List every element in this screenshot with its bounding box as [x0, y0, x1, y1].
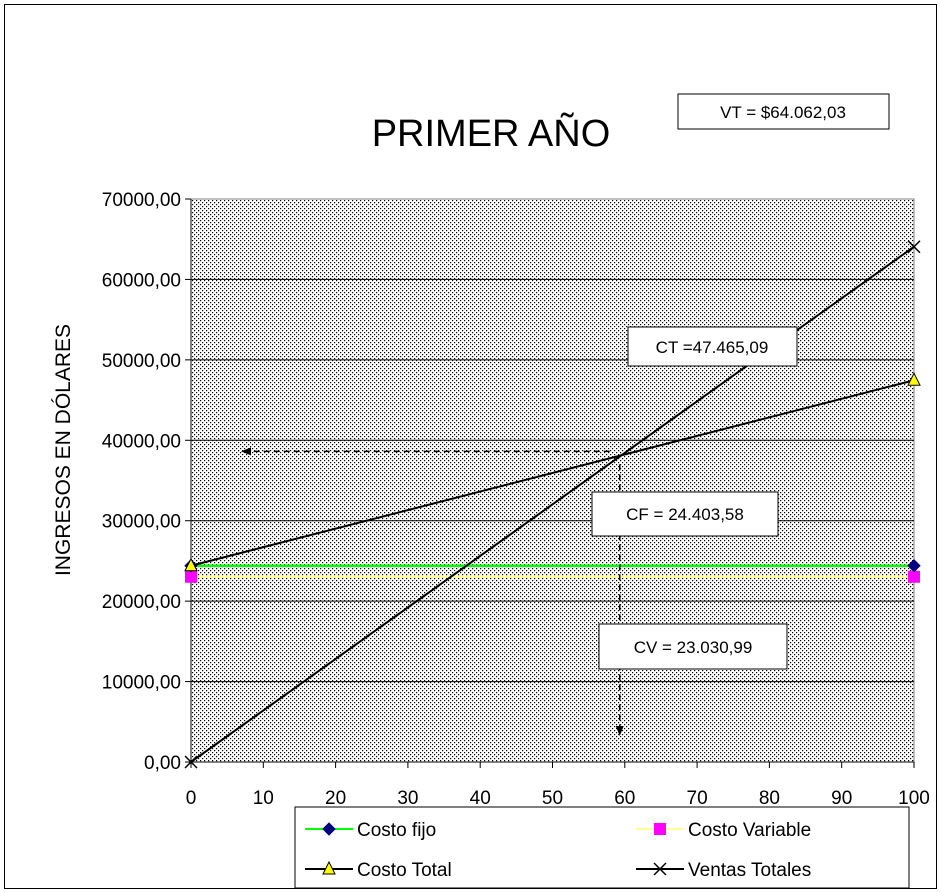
series-point-ventas-totales	[184, 755, 198, 769]
x-tick-label: 50	[542, 788, 563, 809]
legend-label-ventas-totales: Ventas Totales	[688, 860, 811, 881]
vt-label: VT = $64.062,03	[720, 103, 846, 122]
legend-label-costo-fijo: Costo fijo	[357, 820, 436, 841]
vt-annotation: VT = $64.062,03	[677, 93, 890, 130]
y-tick-label: 40000,00	[102, 431, 181, 452]
ct-annotation: CT =47.465,09	[627, 326, 798, 367]
legend-marker-ventas-totales	[653, 862, 667, 876]
legend-marker-costo-total	[322, 860, 336, 875]
x-tick-label: 30	[397, 788, 418, 809]
x-tick-label: 10	[253, 788, 274, 809]
series-layer	[184, 240, 921, 769]
y-tick-label: 50000,00	[102, 351, 181, 372]
series-point-ventas-totales	[907, 240, 921, 254]
legend-marker-costo-variable	[654, 823, 666, 835]
cf-annotation: CF = 24.403,58	[591, 491, 779, 537]
x-tick-label: 0	[186, 788, 197, 809]
legend-item-costo-total: Costo Total	[305, 860, 452, 881]
series-point-ventas-totales-stroke	[907, 240, 921, 254]
y-tick-label: 20000,00	[102, 592, 181, 613]
x-tick-label: 70	[687, 788, 708, 809]
legend-entries: Costo fijo Costo Variable Costo Total Venta…	[305, 820, 811, 881]
legend-item-ventas-totales: Ventas Totales	[636, 860, 811, 881]
legend-item-costo-variable: Costo Variable	[636, 820, 811, 841]
series-line-costo-total	[190, 379, 915, 567]
plot-area	[190, 198, 915, 763]
cv-annotation: CV = 23.030,99	[598, 623, 788, 670]
series-point-costo-total	[907, 372, 921, 386]
y-tick-label: 30000,00	[102, 512, 181, 533]
y-axis-label: INGRESOS EN DÓLARES	[52, 324, 75, 576]
series-point-ventas-totales-stroke	[184, 755, 198, 769]
y-axis-ticks: 0,00 10000,00 20000,00 30000,00 40000,00 5000…	[102, 190, 191, 774]
legend-label-costo-total: Costo Total	[357, 860, 452, 881]
cv-label: CV = 23.030,99	[634, 638, 753, 657]
x-tick-label: 20	[325, 788, 346, 809]
legend-item-costo-fijo: Costo fijo	[305, 820, 436, 841]
series-point-costo-variable	[908, 570, 920, 583]
x-tick-label: 60	[614, 788, 635, 809]
legend-label-costo-variable: Costo Variable	[688, 820, 811, 841]
legend-marker-costo-fijo	[322, 822, 336, 836]
legend-box	[294, 806, 910, 889]
series-point-costo-fijo	[907, 559, 921, 573]
x-tick-label: 40	[470, 788, 491, 809]
cf-label: CF = 24.403,58	[626, 505, 744, 524]
y-tick-label: 0,00	[144, 753, 181, 774]
series-point-costo-total	[184, 557, 198, 572]
x-tick-label: 100	[898, 788, 930, 809]
y-tick-label: 10000,00	[102, 673, 181, 694]
y-tick-label: 60000,00	[102, 270, 181, 291]
x-tick-label: 80	[759, 788, 780, 809]
x-tick-label: 90	[831, 788, 852, 809]
legend-marker-ventas-totales-stroke	[653, 862, 667, 876]
y-tick-label: 70000,00	[102, 190, 181, 211]
legend: Costo fijo Costo Variable Costo Total Venta…	[294, 806, 910, 889]
ct-label: CT =47.465,09	[656, 338, 769, 357]
series-point-costo-variable	[185, 570, 197, 583]
x-axis-ticks: 0 10 20 30 40 50 60 70 80 90 100	[186, 762, 930, 809]
chart-title: PRIMER AÑO	[372, 112, 611, 155]
